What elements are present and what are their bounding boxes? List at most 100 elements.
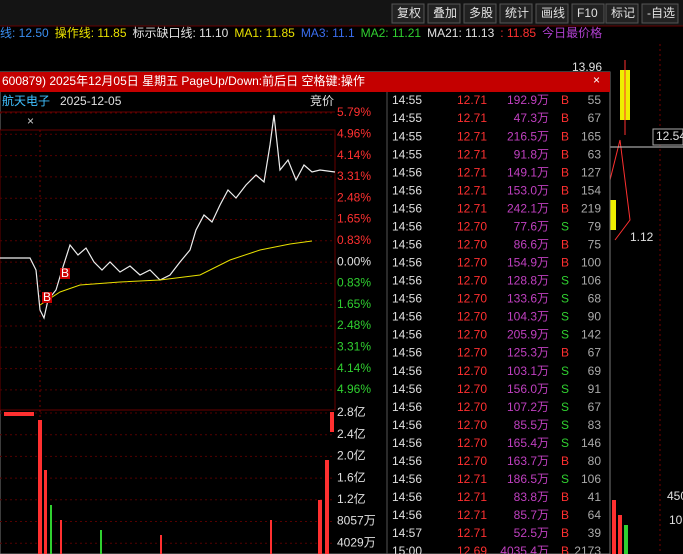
trade-time: 14:55 — [392, 111, 422, 125]
trade-time: 14:56 — [392, 346, 422, 360]
trade-price: 12.70 — [457, 400, 487, 414]
trade-volume: 52.5万 — [514, 526, 549, 540]
price-axis-label: 1.65% — [337, 297, 371, 311]
indicator: 今日最价格 — [542, 25, 602, 40]
popup-title-bar — [0, 72, 610, 92]
toolbar-button[interactable] — [499, 3, 533, 24]
trade-count: 90 — [588, 310, 602, 324]
trade-volume: 216.5万 — [507, 129, 549, 143]
popup-title: 600879) 2025年12月05日 星期五 PageUp/Down:前后日 … — [2, 73, 365, 88]
trade-time: 14:56 — [392, 364, 422, 378]
price-axis-label: 0.00% — [337, 254, 371, 268]
trade-price: 12.70 — [457, 292, 487, 306]
trade-side: B — [561, 183, 569, 197]
trade-price: 12.70 — [457, 364, 487, 378]
date: 2025-12-05 — [60, 94, 122, 108]
trade-time: 14:55 — [392, 93, 422, 107]
trade-side: S — [561, 400, 569, 414]
trade-count: 67 — [588, 346, 602, 360]
trade-volume: 149.1万 — [507, 165, 549, 179]
price-axis-label: 4.96% — [337, 382, 371, 396]
trade-side: B — [561, 256, 569, 270]
trade-time: 14:56 — [392, 436, 422, 450]
trade-price: 12.70 — [457, 382, 487, 396]
trade-time: 14:57 — [392, 526, 422, 540]
toolbar-button[interactable] — [427, 3, 461, 24]
price-axis-label: 4.14% — [337, 361, 371, 375]
trade-count: 127 — [581, 165, 601, 179]
high-label: 13.96 — [572, 60, 602, 74]
vol-bars — [612, 500, 628, 554]
trade-volume: 165.4万 — [507, 436, 549, 450]
trade-price: 12.71 — [457, 201, 487, 215]
close-button[interactable]: × — [593, 73, 600, 87]
trade-time: 14:56 — [392, 237, 422, 251]
toolbar-button[interactable] — [571, 3, 605, 24]
trade-volume: 104.3万 — [507, 310, 549, 324]
indicator: MA21: 11.13 — [427, 26, 494, 40]
trade-time: 14:56 — [392, 490, 422, 504]
toolbar-button[interactable] — [605, 3, 639, 24]
trade-side: B — [561, 129, 569, 143]
trade-side: B — [561, 201, 569, 215]
trade-time: 14:56 — [392, 183, 422, 197]
trade-count: 2173 — [574, 544, 601, 554]
trade-count: 67 — [588, 400, 602, 414]
trade-volume: 4035.4万 — [500, 544, 549, 554]
trade-volume: 156.0万 — [507, 382, 549, 396]
trade-side: B — [561, 490, 569, 504]
buy-marker-text: B — [61, 266, 69, 280]
trade-price: 12.70 — [457, 328, 487, 342]
toolbar-button[interactable] — [391, 3, 425, 24]
trade-side: S — [561, 292, 569, 306]
trade-time: 14:56 — [392, 418, 422, 432]
toolbar-button-label: 复权 — [397, 6, 421, 20]
trade-time: 14:56 — [392, 310, 422, 324]
trade-volume: 242.1万 — [507, 201, 549, 215]
trade-volume: 85.5万 — [514, 418, 549, 432]
trade-side: S — [561, 328, 569, 342]
price-axis-label: 4.14% — [337, 148, 371, 162]
stock-name: 航天电子 — [2, 93, 50, 108]
line — [609, 139, 631, 241]
trade-count: 154 — [581, 183, 601, 197]
trade-volume: 153.0万 — [507, 183, 549, 197]
sub-close[interactable]: × — [27, 114, 34, 128]
toolbar-button[interactable] — [641, 3, 679, 24]
trade-price: 12.70 — [457, 219, 487, 233]
trade-time: 14:56 — [392, 219, 422, 233]
trade-price: 12.70 — [457, 454, 487, 468]
vol-label: 4500 — [667, 489, 683, 503]
trade-count: 142 — [581, 328, 601, 342]
vol-label: 10 — [669, 513, 683, 527]
trade-price: 12.70 — [457, 418, 487, 432]
trade-volume: 85.7万 — [514, 508, 549, 522]
trade-side: B — [561, 237, 569, 251]
trade-count: 68 — [588, 292, 602, 306]
indicator: 线: 12.50 — [0, 26, 49, 40]
trade-price: 12.71 — [457, 526, 487, 540]
trade-side: S — [561, 418, 569, 432]
trade-volume: 186.5万 — [507, 472, 549, 486]
trade-time: 14:56 — [392, 274, 422, 288]
trade-price: 12.70 — [457, 346, 487, 360]
trade-price: 12.71 — [457, 490, 487, 504]
trade-side: S — [561, 219, 569, 233]
volume-axis-label: 4029万 — [337, 535, 376, 549]
trade-count: 165 — [581, 129, 601, 143]
toolbar-button-label: 多股 — [469, 6, 493, 20]
trade-price: 12.71 — [457, 129, 487, 143]
trade-price: 12.71 — [457, 165, 487, 179]
toolbar-button[interactable] — [535, 3, 569, 24]
trade-count: 39 — [588, 526, 602, 540]
trade-count: 83 — [588, 418, 602, 432]
popup — [0, 71, 611, 554]
trade-price: 12.71 — [457, 472, 487, 486]
toolbar-button[interactable] — [463, 3, 497, 24]
trade-price: 12.71 — [457, 111, 487, 125]
trade-side: B — [561, 526, 569, 540]
trade-side: B — [561, 454, 569, 468]
trade-count: 67 — [588, 111, 602, 125]
trade-side: B — [561, 346, 569, 360]
